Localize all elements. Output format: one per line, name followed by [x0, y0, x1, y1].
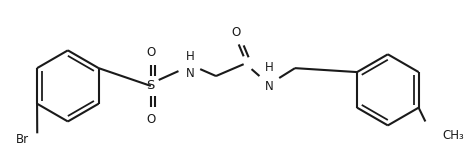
- Text: Br: Br: [16, 133, 29, 146]
- Text: H: H: [265, 61, 274, 74]
- Text: N: N: [265, 80, 274, 93]
- Text: O: O: [231, 26, 241, 39]
- Text: O: O: [146, 113, 155, 126]
- Text: O: O: [146, 46, 155, 59]
- Text: N: N: [186, 67, 195, 80]
- Text: S: S: [146, 79, 155, 92]
- Text: H: H: [186, 50, 195, 63]
- Text: CH₃: CH₃: [442, 129, 464, 142]
